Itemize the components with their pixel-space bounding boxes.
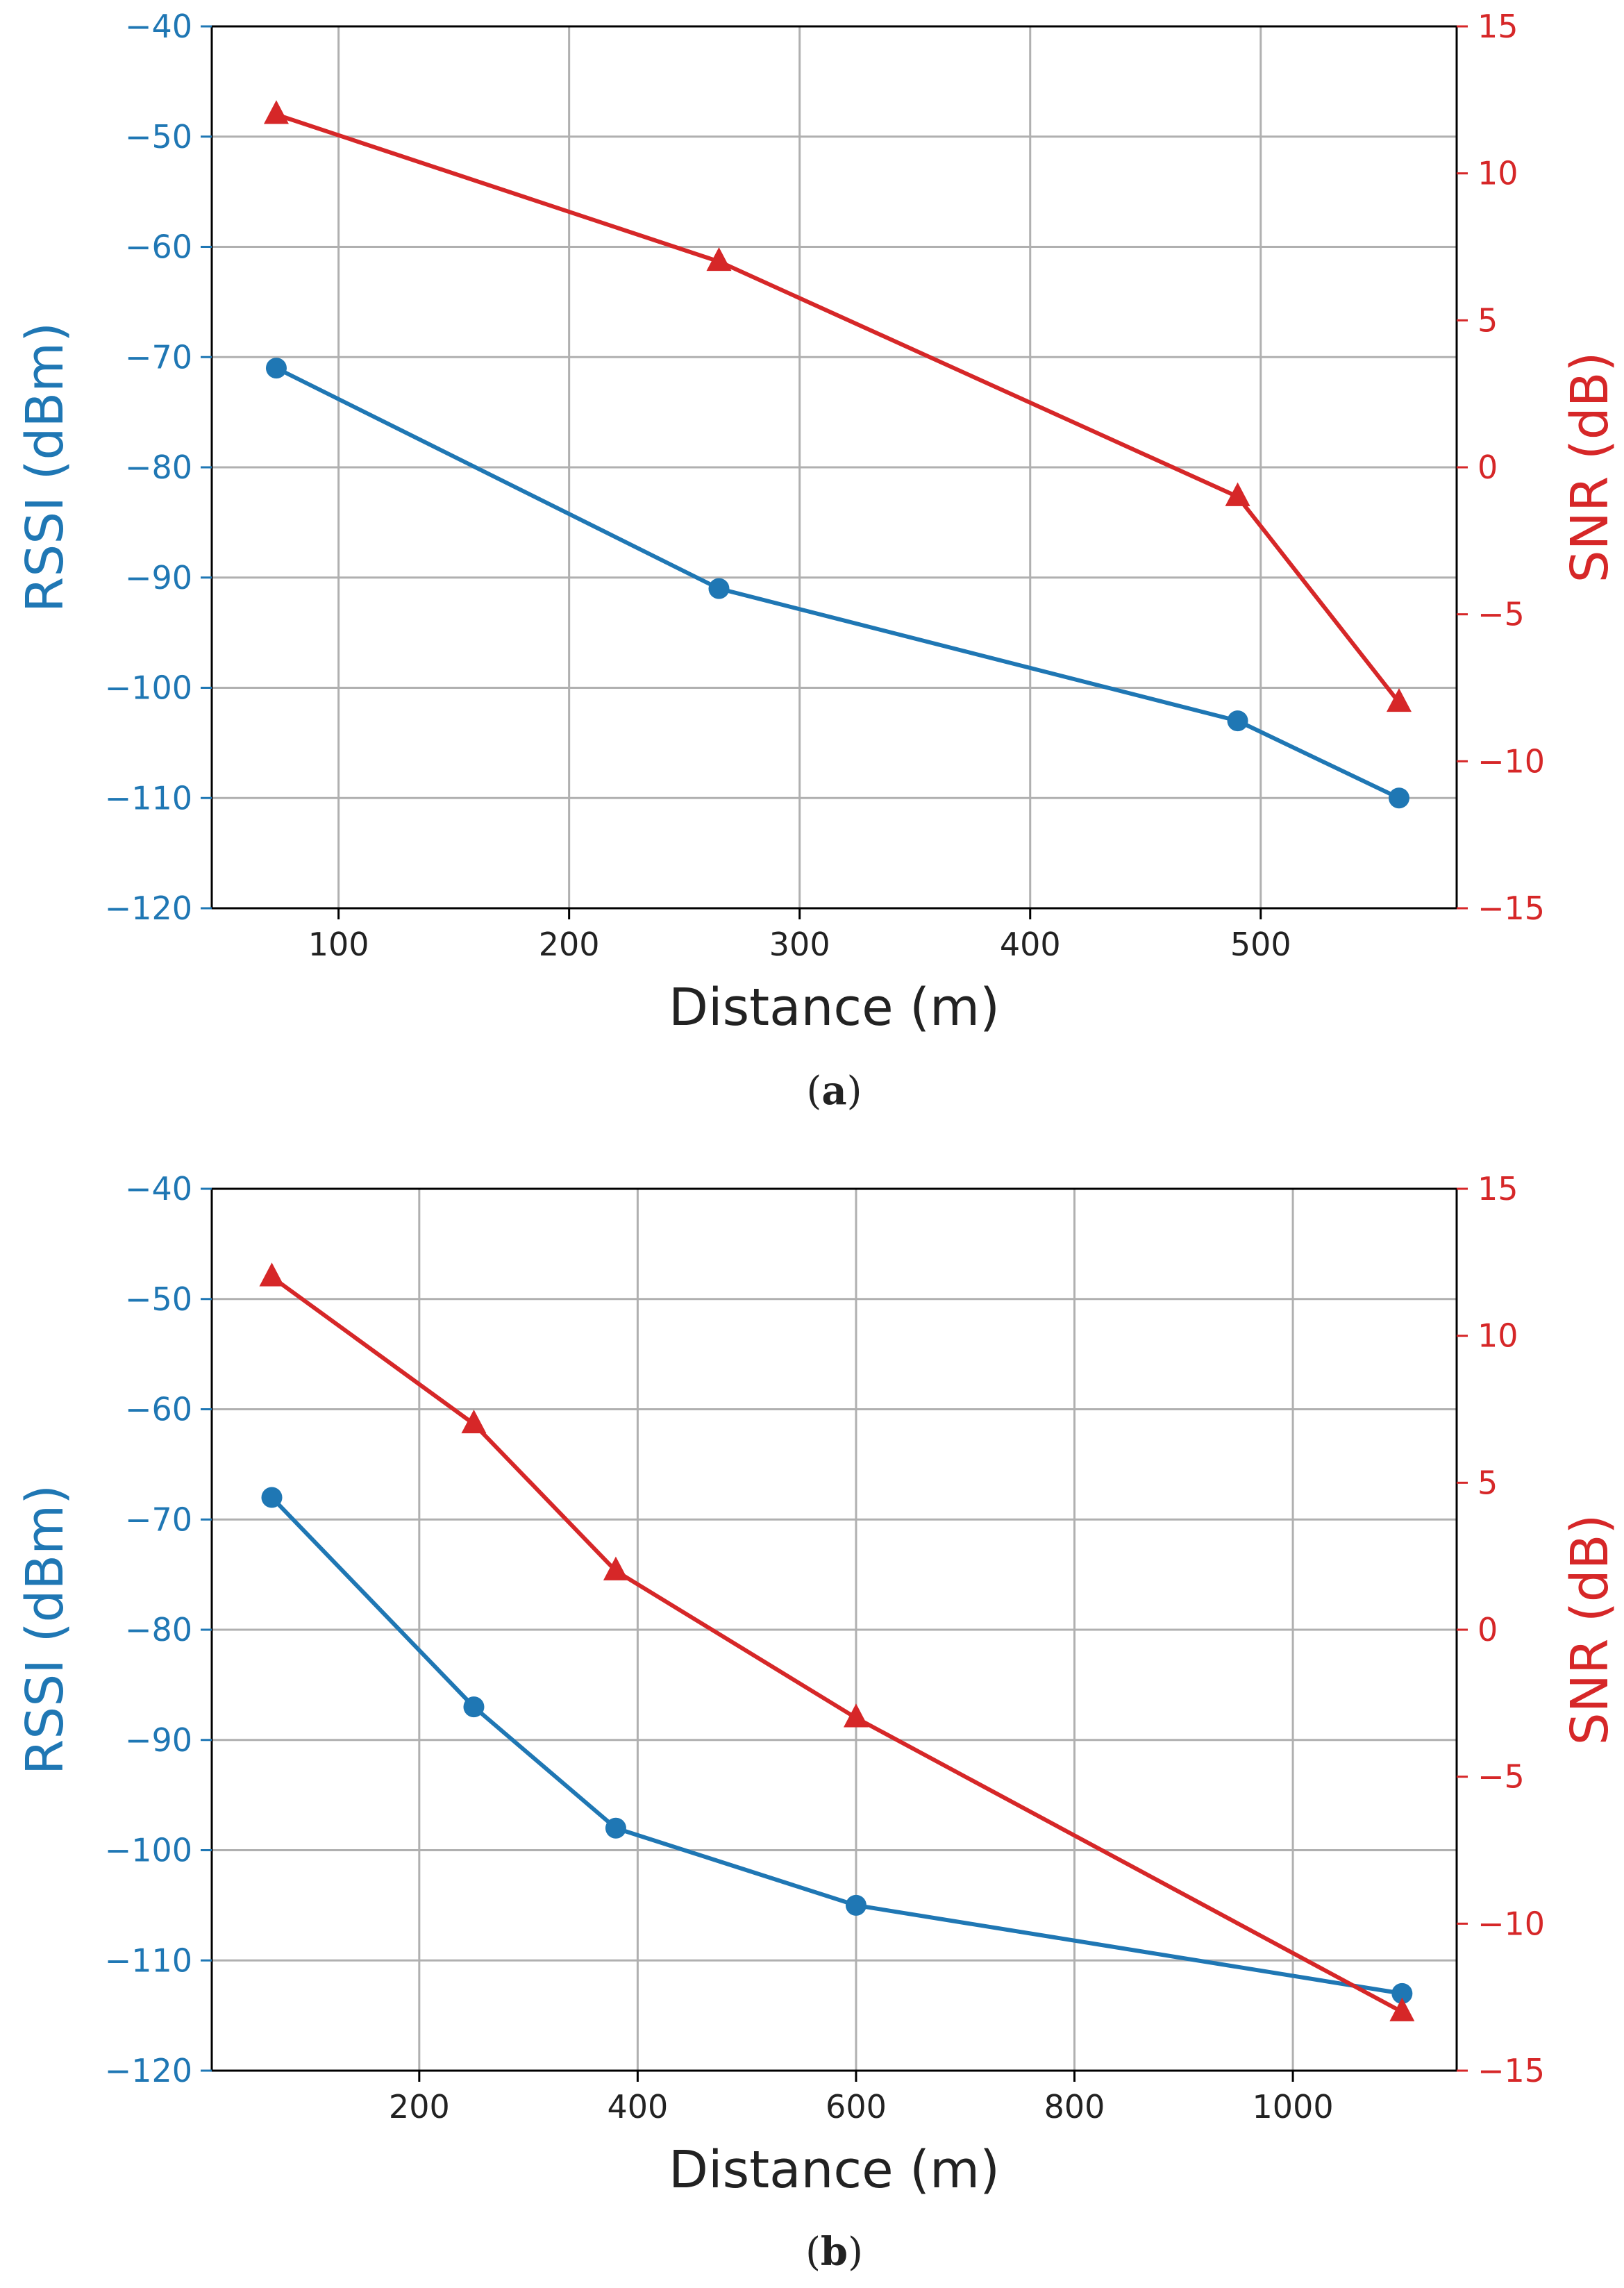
y-right-tick-label: 0 [1477, 1611, 1498, 1648]
y-left-tick-label: −60 [125, 1391, 192, 1428]
y-left-tick-label: −80 [125, 449, 192, 486]
y-left-tick-label: −110 [105, 779, 192, 817]
chart-panel-b: 200 400 600 800 1000−40−50−60−70−80−90−100−1… [15, 1170, 1620, 2275]
data-point-snr [1389, 1997, 1415, 2021]
y-left-tick-label: −90 [125, 1721, 192, 1759]
y-right-tick-label: 10 [1477, 155, 1518, 192]
data-point-snr [1225, 482, 1250, 506]
x-tick-label: 400 [1000, 926, 1061, 963]
y-right-axis-title: SNR (dB) [1560, 352, 1620, 583]
series-line-snr [276, 112, 1401, 704]
y-right-tick-label: 15 [1477, 8, 1518, 45]
panel-caption-label: b [821, 2229, 848, 2275]
data-point-rssi [265, 358, 287, 379]
x-tick-label: 800 [1044, 2088, 1105, 2126]
y-right-axis-title: SNR (dB) [1560, 1514, 1620, 1746]
data-point-rssi [1227, 710, 1248, 732]
x-tick-label: 400 [607, 2088, 668, 2126]
y-left-tick-label: −70 [125, 338, 192, 376]
x-axis-title: Distance (m) [669, 2140, 1000, 2200]
x-tick-label: 300 [769, 926, 830, 963]
y-left-tick-label: −80 [125, 1611, 192, 1648]
x-tick-label: 100 [308, 926, 369, 963]
y-left-tick-label: −90 [125, 559, 192, 596]
data-point-rssi [1388, 787, 1409, 809]
x-tick-label: 200 [539, 926, 600, 963]
y-left-tick-label: −40 [125, 8, 192, 45]
series-line-rssi [275, 366, 1400, 800]
data-point-rssi [261, 1487, 283, 1508]
y-left-tick-label: −100 [105, 1832, 192, 1869]
x-tick-label: 500 [1230, 926, 1291, 963]
data-point-snr [461, 1409, 487, 1434]
chart-panel-a: 100 200 300 400 500−40−50−60−70−80−90−100−11… [15, 8, 1620, 1114]
x-tick-label: 600 [826, 2088, 887, 2126]
y-right-tick-label: 0 [1477, 449, 1498, 486]
data-point-snr [603, 1556, 628, 1580]
y-left-tick-label: −50 [125, 1280, 192, 1318]
data-point-rssi [1391, 1982, 1413, 2004]
x-axis-title: Distance (m) [669, 978, 1000, 1037]
y-left-tick-label: −120 [105, 890, 192, 927]
y-left-tick-label: −40 [125, 1170, 192, 1208]
series-line-snr [270, 1275, 1403, 2014]
x-tick-label: 1000 [1253, 2088, 1334, 2126]
panel-caption-label: a [821, 1068, 846, 1114]
y-left-tick-label: −120 [105, 2052, 192, 2089]
y-right-tick-label: −10 [1477, 1905, 1545, 1942]
data-point-rssi [708, 578, 730, 599]
y-right-tick-label: −5 [1477, 1758, 1525, 1796]
data-point-snr [1386, 687, 1412, 712]
y-left-tick-label: −50 [125, 118, 192, 156]
panel-caption: (b) [805, 2229, 863, 2275]
y-left-axis-title: RSSI (dBm) [15, 1485, 75, 1775]
data-point-rssi [605, 1817, 626, 1839]
y-right-tick-label: −10 [1477, 742, 1545, 780]
y-right-tick-label: 5 [1477, 301, 1498, 339]
y-right-tick-label: 15 [1477, 1170, 1518, 1208]
data-point-snr [259, 1262, 285, 1287]
y-right-tick-label: 10 [1477, 1317, 1518, 1355]
data-point-snr [263, 100, 289, 124]
y-right-tick-label: −5 [1477, 596, 1525, 633]
y-left-tick-label: −70 [125, 1501, 192, 1538]
y-left-tick-label: −100 [105, 669, 192, 707]
y-left-tick-label: −110 [105, 1942, 192, 1979]
data-point-rssi [463, 1696, 485, 1718]
x-tick-label: 200 [389, 2088, 450, 2126]
y-right-tick-label: 5 [1477, 1464, 1498, 1501]
y-left-tick-label: −60 [125, 228, 192, 266]
data-point-rssi [845, 1894, 867, 1916]
panel-caption: (a) [806, 1068, 862, 1114]
y-right-tick-label: −15 [1477, 2052, 1545, 2089]
data-point-snr [843, 1703, 869, 1728]
y-right-tick-label: −15 [1477, 890, 1545, 927]
data-point-snr [706, 247, 732, 272]
y-left-axis-title: RSSI (dBm) [15, 322, 75, 612]
